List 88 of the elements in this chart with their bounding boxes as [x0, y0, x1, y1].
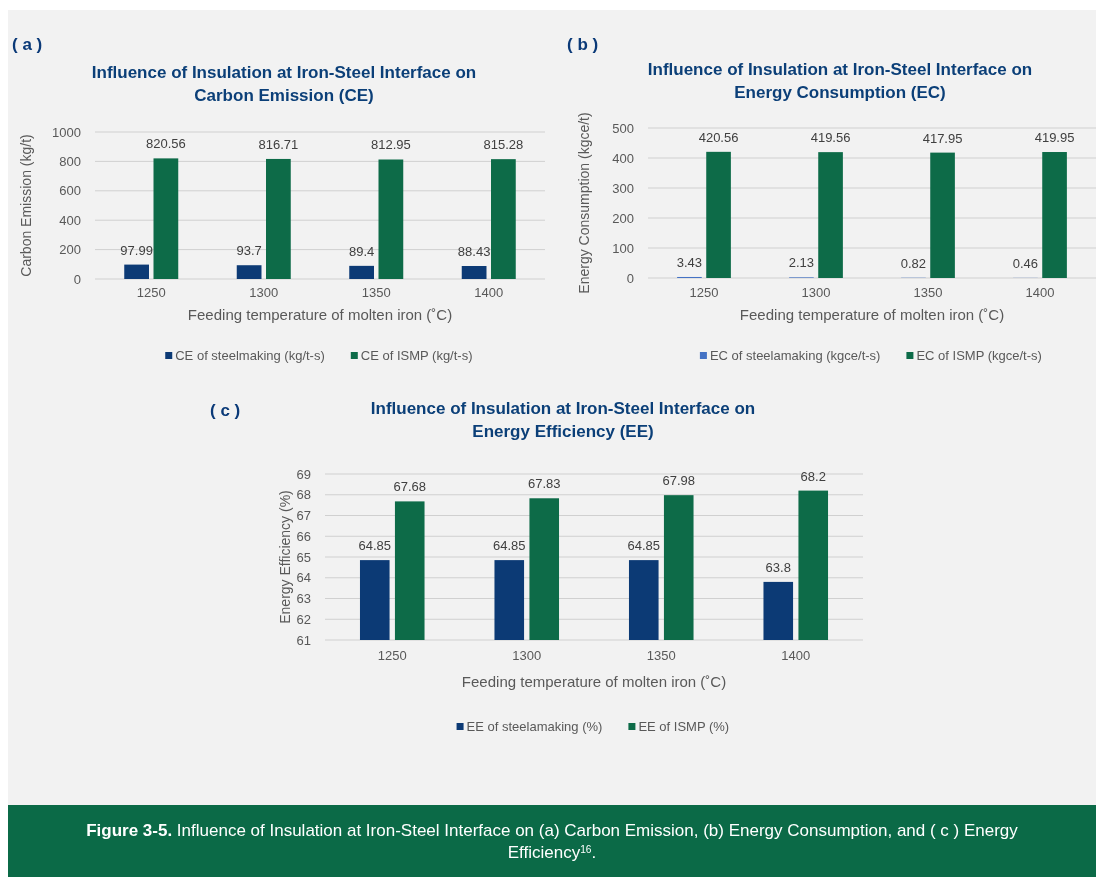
y-tick-label: 300 — [612, 180, 634, 196]
bar — [491, 159, 516, 279]
data-label: 63.8 — [765, 559, 791, 575]
data-label: 0.46 — [1012, 255, 1039, 271]
y-tick-label: 200 — [59, 242, 81, 258]
bar — [266, 158, 291, 279]
data-label: 64.85 — [492, 538, 526, 554]
data-label: 419.95 — [1034, 130, 1075, 146]
data-label: 64.85 — [627, 538, 661, 554]
bar — [1042, 152, 1067, 278]
y-tick-label: 67 — [296, 508, 311, 524]
y-tick-label: 65 — [296, 549, 311, 565]
data-label: 0.82 — [900, 255, 927, 271]
bar — [349, 265, 374, 279]
text: ( c ) — [210, 401, 241, 420]
y-axis-title: Energy Efficiency (%) — [276, 490, 293, 624]
bar — [378, 159, 404, 279]
chart-title: Influence of Insulation at Iron-Steel Interface on Carbon Emission (CE) — [91, 63, 477, 105]
data-label: 420.56 — [698, 129, 739, 145]
x-axis-title: Feeding temperature of molten iron (˚C) — [739, 306, 1005, 323]
legend-label: EE of steelamaking (%) — [466, 719, 603, 734]
y-tick-label: 400 — [612, 150, 634, 166]
data-label: 815.28 — [483, 137, 524, 153]
caption: Figure 3-5. Influence of Insulation at Iron-Steel Interface on (a) Carbon Emission, (b) Energy Consumption, and ( c ) Energy Efficiency$^{16}$. — [86, 821, 1019, 862]
bar — [124, 264, 149, 279]
data-label: 93.7 — [236, 243, 262, 259]
y-tick-label: 66 — [296, 528, 311, 544]
bar — [818, 152, 843, 278]
y-tick-label: 64 — [296, 570, 311, 586]
data-label: 67.68 — [393, 479, 427, 495]
x-tick-label: 1250 — [136, 285, 166, 300]
y-tick-label: 100 — [612, 240, 634, 256]
bar — [930, 152, 955, 278]
y-tick-label: 800 — [59, 153, 81, 169]
y-tick-label: 62 — [296, 611, 311, 627]
x-tick-label: 1250 — [377, 648, 407, 663]
data-label: 88.43 — [457, 244, 491, 259]
bar — [153, 158, 179, 279]
data-label: 419.56 — [810, 130, 851, 146]
y-tick-label: 69 — [296, 466, 311, 482]
legend-label: EC of steelamaking (kgce/t-s) — [709, 348, 881, 363]
y-tick-label: 61 — [296, 632, 311, 648]
x-tick-label: 1400 — [1025, 285, 1055, 300]
y-tick-label: 0 — [73, 271, 81, 287]
y-tick-label: 63 — [296, 591, 311, 607]
y-tick-label: 200 — [612, 210, 634, 226]
data-label: 417.95 — [922, 130, 963, 146]
x-tick-label: 1250 — [689, 285, 719, 300]
y-tick-label: 1000 — [52, 124, 81, 140]
bar — [236, 265, 262, 279]
y-tick-label: 500 — [612, 120, 634, 136]
x-tick-label: 1300 — [249, 285, 279, 300]
data-label: 89.4 — [348, 243, 375, 259]
legend-label: EC of ISMP (kgce/t-s) — [916, 348, 1042, 363]
text: ( b ) — [567, 35, 599, 54]
chart-title: Influence of Insulation at Iron-Steel Interface on Energy Consumption (EC) — [647, 60, 1033, 102]
x-axis-title: Feeding temperature of molten iron (˚C) — [187, 306, 453, 323]
x-tick-label: 1400 — [474, 285, 504, 300]
data-label: 2.13 — [788, 255, 815, 271]
x-axis-title: Feeding temperature of molten iron (˚C) — [461, 673, 727, 690]
data-label: 64.85 — [358, 538, 392, 554]
data-label: 812.95 — [370, 137, 411, 153]
y-tick-label: 600 — [59, 183, 81, 199]
bar — [461, 266, 487, 279]
y-axis-title: Energy Consumption (kgce/t) — [575, 112, 592, 294]
data-label: 820.56 — [145, 136, 186, 152]
data-label: 68.2 — [800, 468, 826, 484]
data-label: 67.98 — [662, 473, 696, 489]
legend-label: CE of ISMP (kg/t-s) — [360, 348, 473, 363]
x-tick-label: 1350 — [646, 648, 676, 663]
y-tick-label: 68 — [296, 487, 311, 503]
x-tick-label: 1300 — [512, 648, 542, 663]
y-tick-label: 400 — [59, 212, 81, 228]
legend-label: CE of steelmaking (kg/t-s) — [175, 348, 325, 363]
y-axis-title: Carbon Emission (kg/t) — [17, 134, 34, 277]
x-tick-label: 1350 — [361, 285, 391, 300]
x-tick-label: 1300 — [801, 285, 831, 300]
data-label: 816.71 — [258, 136, 299, 152]
data-label: 67.83 — [527, 476, 561, 492]
data-label: 97.99 — [120, 242, 153, 258]
x-tick-label: 1400 — [781, 648, 811, 663]
data-label: 3.43 — [676, 254, 703, 270]
legend-label: EE of ISMP (%) — [638, 719, 730, 734]
x-tick-label: 1350 — [913, 285, 943, 300]
y-tick-label: 0 — [626, 270, 634, 286]
chart-title: Influence of Insulation at Iron-Steel Interface on Energy Efficiency (EE) — [370, 399, 756, 441]
bar — [706, 151, 731, 278]
text: ( a ) — [12, 35, 43, 54]
